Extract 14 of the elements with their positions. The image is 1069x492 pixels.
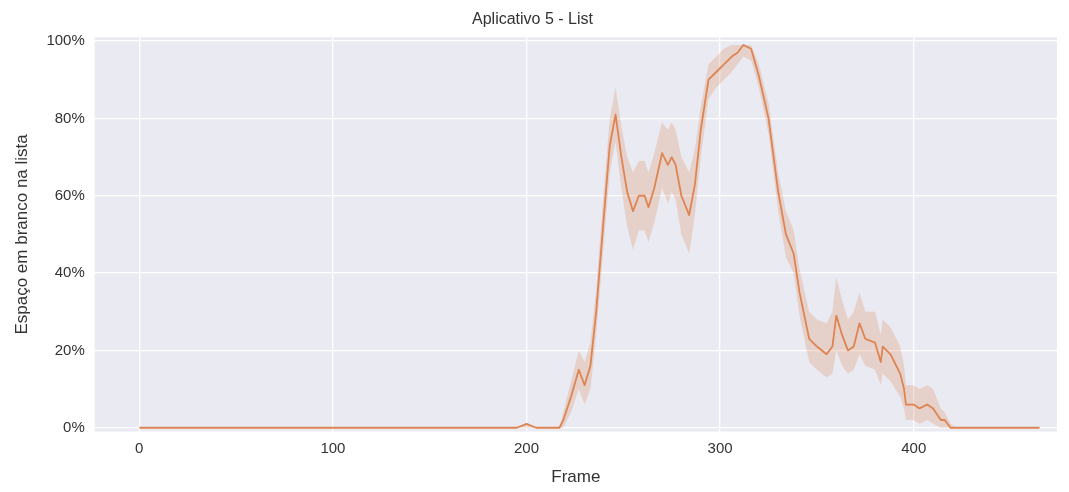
y-tick-label: 40%	[54, 263, 85, 281]
y-axis-title: Espaço em branco na lista	[11, 133, 31, 335]
x-axis-title: Frame	[551, 467, 601, 487]
y-tick-label: 80%	[54, 108, 85, 126]
y-tick-label: 20%	[54, 340, 85, 358]
x-tick-label: 200	[514, 438, 540, 456]
x-tick-label: 400	[901, 438, 927, 456]
y-tick-label: 0%	[63, 417, 85, 435]
y-tick-label: 60%	[54, 185, 85, 203]
x-tick-label: 300	[707, 438, 733, 456]
chart-title: Aplicativo 5 - List	[472, 10, 594, 28]
x-tick-label: 100	[320, 438, 346, 456]
y-tick-label: 100%	[46, 31, 85, 49]
x-tick-label: 0	[135, 438, 144, 456]
